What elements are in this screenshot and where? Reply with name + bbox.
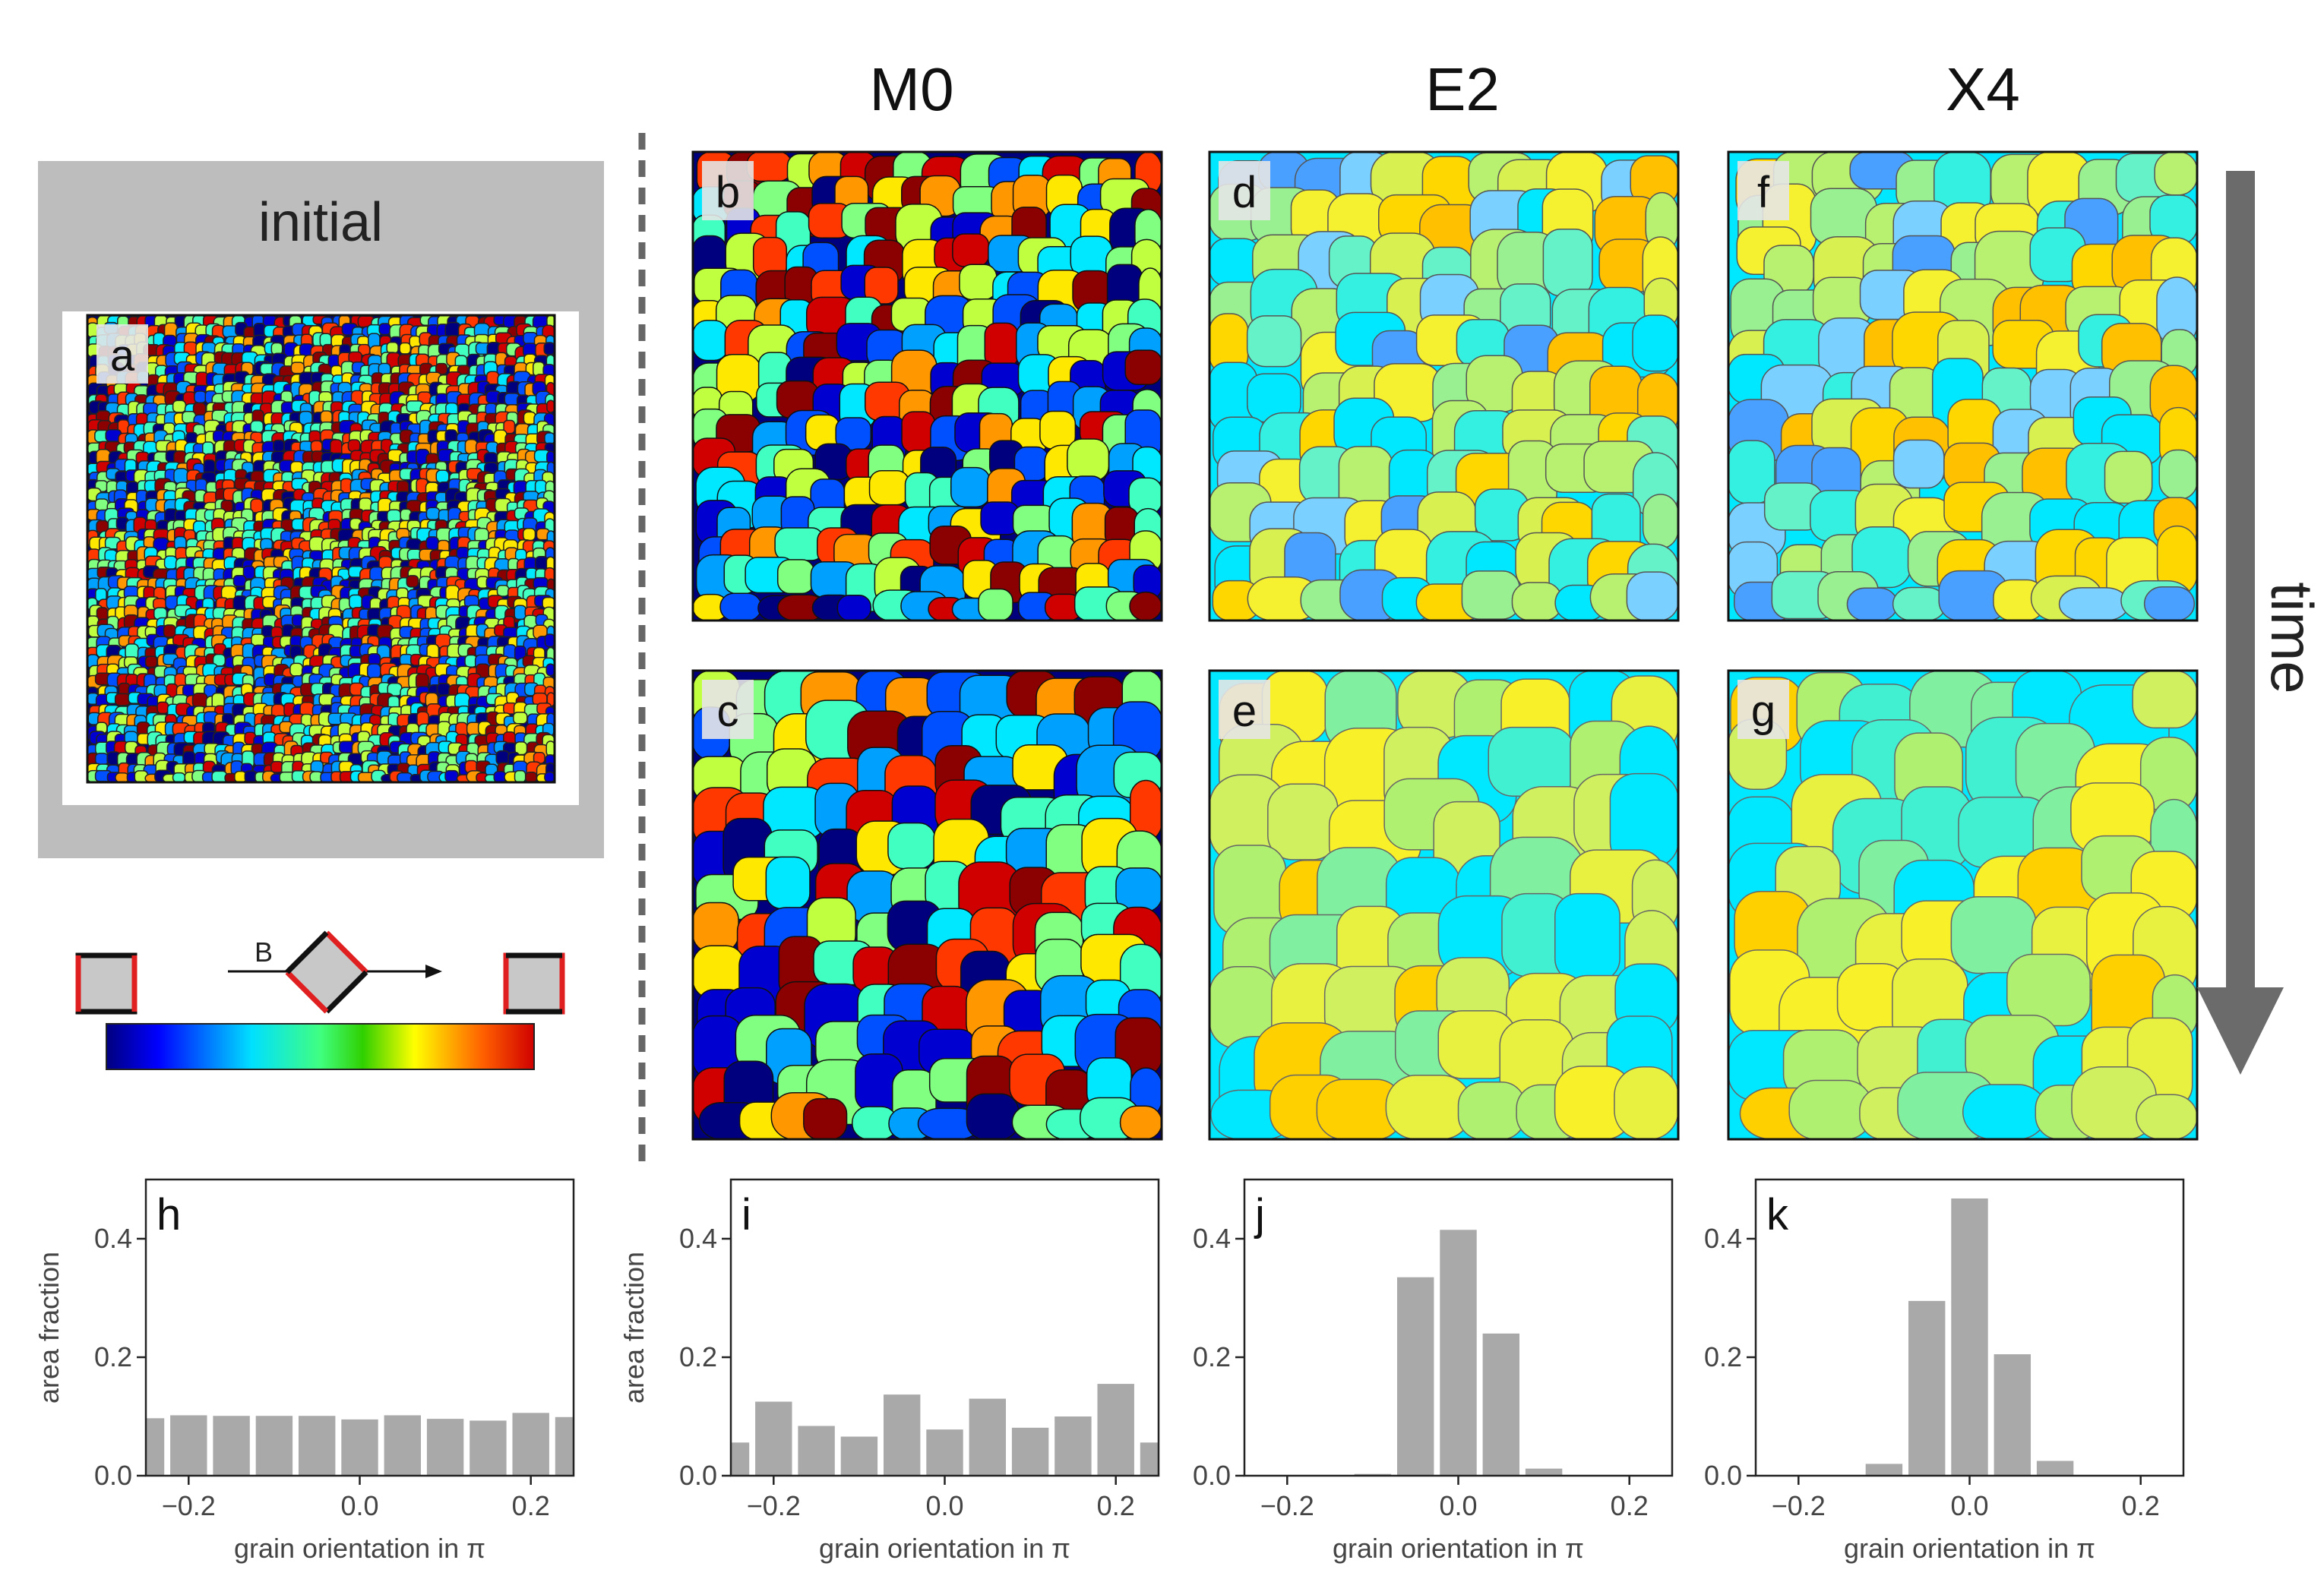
bar-j-1 <box>1396 1277 1434 1476</box>
xtick-j-2: 0.2 <box>1611 1490 1649 1521</box>
panel-label-f: f <box>1757 168 1770 217</box>
grain-map-g: g <box>1727 669 2199 1141</box>
column-header-x4: X4 <box>1946 55 2020 123</box>
xtick-h-2: 0.2 <box>512 1490 550 1521</box>
bar-h-7 <box>426 1419 464 1476</box>
grain-map-c: c <box>691 669 1163 1141</box>
bar-h-3 <box>255 1416 293 1476</box>
panel-label-h: h <box>157 1190 181 1240</box>
bar-h-1 <box>170 1415 207 1476</box>
xtick-k-2: 0.2 <box>2122 1490 2160 1521</box>
panel-label-b: b <box>716 168 740 217</box>
time-arrow-shaft <box>2226 171 2255 1006</box>
ytick-h-0: 0.0 <box>94 1460 132 1491</box>
bar-i-4 <box>883 1394 921 1476</box>
ytick-i-0: 0.0 <box>679 1460 717 1491</box>
bar-h-2 <box>213 1416 250 1476</box>
bar-h-4 <box>298 1416 336 1476</box>
square-rotated <box>287 933 366 1012</box>
bar-i-1 <box>755 1401 792 1476</box>
panel-label-j: j <box>1254 1190 1265 1240</box>
bar-i-10 <box>1140 1442 1159 1476</box>
bar-i-9 <box>1097 1384 1134 1476</box>
panel-label-k: k <box>1766 1190 1789 1240</box>
xtick-i-2: 0.2 <box>1097 1490 1135 1521</box>
xlabel-k: grain orientation in π <box>1844 1533 2095 1564</box>
column-header-m0: M0 <box>869 55 953 123</box>
xtick-k-0: −0.2 <box>1772 1490 1826 1521</box>
bar-k-2 <box>1951 1198 1988 1476</box>
ytick-k-0: 0.0 <box>1704 1460 1742 1491</box>
ytick-i-1: 0.2 <box>679 1341 717 1372</box>
bar-h-9 <box>512 1413 549 1476</box>
bar-i-8 <box>1054 1416 1092 1476</box>
column-header-e2: E2 <box>1425 55 1500 123</box>
ytick-h-1: 0.2 <box>94 1341 132 1372</box>
panel-label-i: i <box>741 1190 751 1240</box>
grain-map-b: b <box>691 150 1163 622</box>
bar-h-10 <box>555 1416 574 1476</box>
xtick-j-0: −0.2 <box>1260 1490 1314 1521</box>
field-label: B <box>255 936 273 968</box>
panel-label-c: c <box>717 687 739 736</box>
bar-k-3 <box>1994 1354 2032 1476</box>
square-right <box>503 952 565 1015</box>
xtick-k-1: 0.0 <box>1950 1490 1988 1521</box>
ytick-j-1: 0.2 <box>1193 1341 1231 1372</box>
bar-h-6 <box>384 1415 422 1476</box>
grain-map-e: e <box>1208 669 1680 1141</box>
ytick-i-2: 0.4 <box>679 1223 717 1254</box>
bar-h-0 <box>146 1418 165 1476</box>
bar-j-3 <box>1482 1333 1520 1476</box>
panel-label-g: g <box>1751 687 1775 736</box>
ytick-j-2: 0.4 <box>1193 1223 1231 1254</box>
bar-k-0 <box>1865 1464 1903 1476</box>
bar-i-7 <box>1011 1427 1049 1476</box>
ylabel-h: area fraction <box>33 1252 65 1404</box>
orientation-legend: B <box>75 930 565 1070</box>
bar-i-2 <box>798 1426 835 1476</box>
ytick-j-0: 0.0 <box>1193 1460 1231 1491</box>
histogram-i: 0.0 0.2 0.4 −0.2 0.0 0.2 grain orientation in … <box>618 1178 1160 1564</box>
bar-h-5 <box>341 1419 378 1476</box>
bar-i-5 <box>926 1429 963 1476</box>
grain-map-f: f <box>1727 150 2199 622</box>
colorbar <box>106 1023 535 1070</box>
bar-i-6 <box>969 1398 1007 1476</box>
bar-k-4 <box>2036 1461 2074 1476</box>
xlabel-i: grain orientation in π <box>819 1533 1070 1564</box>
histogram-k: 0.0 0.2 0.4 −0.2 0.0 0.2 grain orientation in … <box>1704 1178 2185 1564</box>
grain-map-a: a <box>86 314 556 784</box>
ytick-k-2: 0.4 <box>1704 1223 1742 1254</box>
grain-map-d: d <box>1208 150 1680 622</box>
xtick-i-0: −0.2 <box>747 1490 801 1521</box>
time-label: time <box>2259 582 2324 693</box>
square-left <box>75 952 138 1015</box>
time-arrow-head <box>2197 987 2284 1075</box>
histogram-h: 0.0 0.2 0.4 −0.2 0.0 0.2 grain orientation in … <box>33 1178 575 1564</box>
xtick-i-1: 0.0 <box>925 1490 963 1521</box>
panel-label-e: e <box>1232 687 1257 736</box>
xlabel-h: grain orientation in π <box>234 1533 485 1564</box>
ytick-h-2: 0.4 <box>94 1223 132 1254</box>
initial-title: initial <box>258 192 383 253</box>
xlabel-j: grain orientation in π <box>1333 1533 1584 1564</box>
xtick-h-1: 0.0 <box>340 1490 378 1521</box>
bar-j-2 <box>1440 1230 1477 1476</box>
bar-i-0 <box>731 1442 750 1476</box>
panel-label-a: a <box>110 331 135 381</box>
panel-label-d: d <box>1232 168 1257 217</box>
bar-k-1 <box>1908 1300 1946 1476</box>
histogram-j: 0.0 0.2 0.4 −0.2 0.0 0.2 grain orientation in … <box>1193 1178 1674 1564</box>
bar-h-8 <box>470 1420 507 1476</box>
bar-j-4 <box>1525 1468 1563 1476</box>
xtick-h-0: −0.2 <box>162 1490 216 1521</box>
ylabel-i: area fraction <box>618 1252 650 1404</box>
xtick-j-1: 0.0 <box>1439 1490 1477 1521</box>
bar-i-3 <box>840 1436 878 1476</box>
ytick-k-1: 0.2 <box>1704 1341 1742 1372</box>
